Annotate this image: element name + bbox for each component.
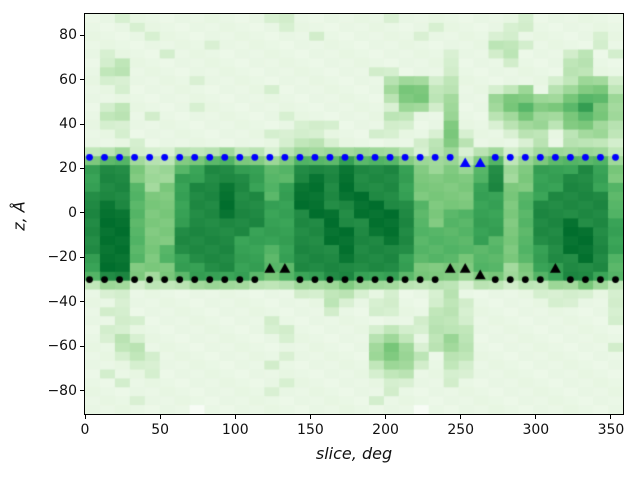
y-tick-mark bbox=[80, 34, 84, 36]
x-tick-mark bbox=[535, 415, 537, 419]
y-tick-mark bbox=[80, 256, 84, 258]
x-tick-mark bbox=[385, 415, 387, 419]
y-tick-mark bbox=[80, 390, 84, 392]
x-tick-mark bbox=[159, 415, 161, 419]
x-tick-label: 0 bbox=[80, 422, 90, 438]
y-tick-mark bbox=[80, 212, 84, 214]
x-tick-mark bbox=[234, 415, 236, 419]
y-tick-mark bbox=[80, 301, 84, 303]
x-tick-label: 200 bbox=[372, 422, 399, 438]
y-tick-label: −20 bbox=[47, 249, 77, 266]
y-tick-mark bbox=[80, 345, 84, 347]
x-tick-label: 300 bbox=[522, 422, 550, 438]
y-tick-label: −60 bbox=[47, 338, 77, 355]
y-tick-label: 0 bbox=[68, 204, 77, 221]
x-tick-mark bbox=[460, 415, 462, 419]
y-axis-label: z, Å bbox=[9, 201, 29, 231]
y-tick-mark bbox=[80, 123, 84, 125]
y-tick-label: −40 bbox=[47, 293, 77, 310]
y-tick-label: 40 bbox=[59, 116, 77, 132]
y-tick-label: −80 bbox=[47, 382, 77, 399]
y-tick-label: 60 bbox=[59, 71, 77, 88]
heatmap-plot bbox=[85, 14, 623, 414]
x-tick-mark bbox=[309, 415, 311, 419]
y-tick-mark bbox=[80, 79, 84, 81]
x-tick-mark bbox=[84, 415, 86, 419]
x-tick-label: 350 bbox=[597, 422, 625, 438]
x-tick-label: 150 bbox=[297, 422, 324, 438]
y-tick-mark bbox=[80, 167, 84, 169]
x-tick-label: 50 bbox=[151, 422, 170, 438]
x-tick-label: 100 bbox=[221, 422, 249, 438]
x-axis-label: slice, deg bbox=[315, 444, 393, 463]
x-tick-label: 250 bbox=[447, 422, 475, 438]
x-tick-mark bbox=[610, 415, 612, 419]
y-tick-label: 80 bbox=[59, 27, 77, 44]
y-tick-label: 20 bbox=[59, 160, 77, 177]
